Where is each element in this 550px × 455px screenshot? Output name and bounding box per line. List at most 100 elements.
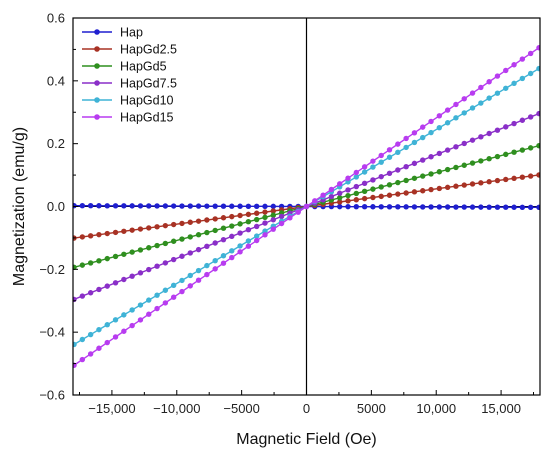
data-point bbox=[527, 114, 534, 120]
legend-entry: HapGd15 bbox=[82, 111, 174, 125]
data-point bbox=[179, 277, 185, 284]
data-point bbox=[428, 154, 434, 160]
data-point bbox=[245, 238, 252, 244]
data-point bbox=[73, 264, 77, 270]
data-point bbox=[121, 328, 127, 334]
data-point bbox=[195, 218, 202, 224]
data-point bbox=[146, 245, 152, 251]
data-point bbox=[378, 159, 384, 165]
data-point bbox=[162, 222, 169, 229]
data-point bbox=[420, 124, 426, 130]
y-tick-label: 0.4 bbox=[47, 73, 65, 88]
data-point bbox=[511, 204, 517, 210]
data-point bbox=[486, 179, 492, 185]
data-point bbox=[253, 210, 260, 216]
data-point bbox=[262, 220, 268, 226]
legend-swatch-marker bbox=[94, 63, 100, 69]
data-point bbox=[146, 311, 152, 317]
data-point bbox=[478, 100, 484, 106]
data-point bbox=[137, 247, 144, 253]
data-point bbox=[461, 182, 467, 188]
data-point bbox=[436, 185, 443, 192]
data-point bbox=[162, 300, 169, 306]
data-point bbox=[337, 203, 343, 210]
data-point bbox=[137, 317, 144, 323]
data-point bbox=[536, 204, 540, 211]
x-tick-label: 10,000 bbox=[416, 401, 456, 416]
data-point bbox=[146, 203, 152, 209]
data-point bbox=[345, 179, 351, 185]
data-point bbox=[73, 202, 77, 209]
data-point bbox=[79, 234, 86, 240]
data-point bbox=[403, 190, 409, 196]
data-point bbox=[245, 219, 252, 225]
y-tick-label: −0.6 bbox=[39, 388, 65, 403]
data-point bbox=[436, 124, 443, 131]
data-point bbox=[187, 272, 193, 279]
data-point bbox=[353, 183, 360, 190]
data-point bbox=[436, 150, 443, 157]
data-point bbox=[204, 243, 210, 250]
data-point bbox=[129, 249, 135, 255]
data-point bbox=[386, 192, 393, 198]
data-point bbox=[337, 181, 343, 187]
data-point bbox=[237, 212, 243, 219]
data-point bbox=[511, 149, 517, 155]
data-point bbox=[79, 262, 86, 268]
data-point bbox=[370, 186, 376, 192]
data-point bbox=[73, 341, 77, 348]
data-point bbox=[511, 175, 517, 182]
data-point bbox=[237, 221, 243, 227]
data-point bbox=[270, 208, 276, 214]
x-tick-label: −5000 bbox=[223, 401, 260, 416]
data-point bbox=[112, 203, 119, 209]
data-point bbox=[220, 203, 227, 209]
data-point bbox=[527, 173, 534, 179]
data-point bbox=[486, 204, 492, 210]
data-point bbox=[73, 296, 77, 303]
data-point bbox=[237, 230, 243, 236]
data-point bbox=[395, 149, 401, 156]
data-point bbox=[179, 236, 185, 242]
data-point bbox=[87, 290, 94, 296]
data-point bbox=[87, 233, 94, 239]
data-point bbox=[527, 50, 534, 57]
data-point bbox=[486, 79, 492, 85]
data-point bbox=[453, 101, 459, 108]
data-point bbox=[395, 179, 401, 186]
data-point bbox=[212, 240, 218, 246]
data-point bbox=[519, 56, 526, 62]
data-point bbox=[179, 220, 185, 227]
series-group bbox=[73, 45, 540, 368]
data-point bbox=[187, 234, 193, 240]
data-point bbox=[229, 254, 235, 261]
data-point bbox=[96, 231, 102, 238]
data-point bbox=[494, 204, 501, 210]
data-point bbox=[478, 180, 484, 186]
data-point bbox=[253, 233, 260, 239]
data-point bbox=[112, 280, 119, 286]
data-point bbox=[270, 226, 276, 232]
data-point bbox=[245, 211, 252, 218]
data-point bbox=[536, 172, 540, 178]
data-point bbox=[420, 204, 426, 210]
data-point bbox=[503, 85, 509, 91]
data-point bbox=[478, 158, 484, 164]
data-point bbox=[337, 199, 343, 205]
data-point bbox=[270, 212, 276, 218]
data-point bbox=[146, 297, 152, 303]
x-tick-label: −15,000 bbox=[88, 401, 135, 416]
data-point bbox=[328, 193, 335, 200]
data-point bbox=[253, 223, 260, 230]
data-point bbox=[237, 243, 243, 249]
data-point bbox=[494, 90, 501, 96]
legend-label: Hap bbox=[120, 26, 143, 40]
data-point bbox=[444, 147, 451, 153]
data-point bbox=[104, 283, 110, 289]
data-point bbox=[179, 203, 185, 209]
data-point bbox=[96, 286, 102, 293]
data-point bbox=[212, 227, 218, 234]
data-point bbox=[220, 225, 227, 231]
data-point bbox=[170, 238, 177, 244]
